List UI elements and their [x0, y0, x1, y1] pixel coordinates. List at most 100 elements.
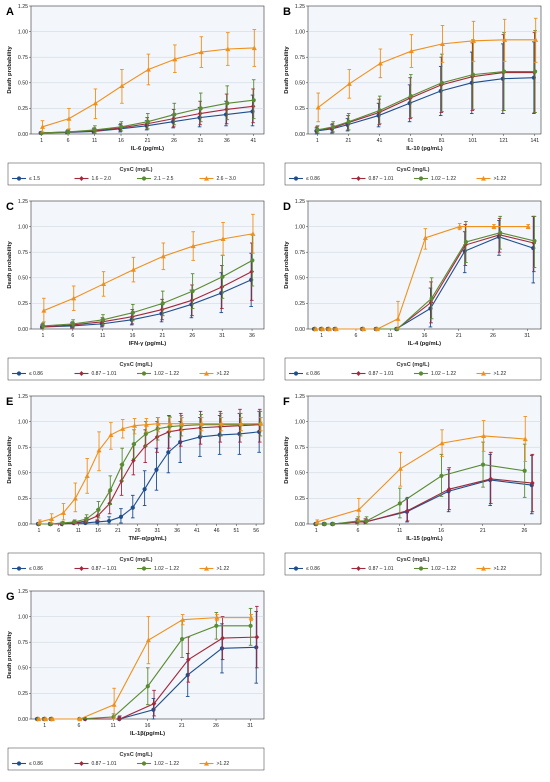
series-3: [315, 30, 538, 134]
data-point: [41, 323, 46, 329]
y-tick-label: 0.50: [18, 81, 28, 87]
x-tick-label: 11: [76, 528, 81, 534]
series-2: [36, 408, 263, 527]
x-axis-label: IFN-γ (pg/mL): [129, 341, 166, 347]
data-point: [106, 518, 112, 524]
legend-swatch-marker: [356, 176, 361, 181]
data-point: [101, 281, 107, 287]
legend-title: CysC (mg/L): [120, 362, 153, 368]
data-point: [224, 106, 229, 112]
data-point: [315, 104, 321, 110]
y-tick-label: 0.25: [295, 496, 305, 502]
data-point: [214, 623, 219, 628]
legend-swatch-marker: [79, 176, 84, 181]
y-tick-label: 0.50: [18, 276, 28, 282]
data-point: [160, 253, 166, 259]
y-tick-label: 0.25: [295, 106, 305, 112]
y-tick-label: 1.25: [18, 394, 28, 400]
y-tick-label: 1.00: [295, 224, 305, 230]
data-point: [364, 518, 369, 524]
legend: CysC (mg/L) ≤ 0.86 0.87 – 1.01 1.02 – 1.22 >…: [284, 162, 542, 186]
y-tick-label: 0.75: [18, 55, 28, 61]
legend-swatch-marker: [204, 565, 209, 571]
data-point: [197, 111, 203, 117]
legend-entry-label: 2.1 – 2.5: [154, 176, 174, 182]
series-line: [43, 233, 254, 312]
data-point: [395, 316, 401, 321]
data-point: [254, 634, 260, 640]
data-point: [66, 116, 72, 121]
chart-panel-g: G0.000.250.500.751.001.251 6 11 16 21 26 31IL-…: [6, 589, 265, 771]
legend-entry-label: 0.87 – 1.01: [92, 761, 117, 767]
data-point: [250, 103, 256, 109]
legend-swatch-marker: [204, 175, 209, 181]
y-tick-label: 0.75: [18, 250, 28, 256]
data-point: [111, 702, 117, 707]
legend-entry-label: ≤ 0.86: [306, 176, 320, 182]
legend-entry-label: ≤ 0.86: [29, 761, 43, 767]
data-point: [159, 307, 165, 313]
legend-swatch-marker: [481, 565, 486, 571]
panel-label: E: [6, 396, 13, 408]
data-point: [39, 124, 45, 129]
y-tick-label: 0.75: [295, 250, 305, 256]
data-point: [119, 124, 124, 129]
series-4: [315, 17, 539, 123]
x-tick-label: 31: [524, 333, 530, 339]
data-point: [198, 106, 203, 111]
plot-area: [30, 395, 265, 525]
x-tick-label: 11: [388, 333, 393, 339]
legend-title: CysC (mg/L): [120, 752, 153, 758]
data-point: [143, 422, 149, 427]
data-point: [471, 38, 477, 43]
data-point: [142, 487, 147, 492]
data-point: [72, 519, 77, 525]
data-point: [41, 307, 47, 313]
series-4: [39, 29, 257, 133]
y-axis-label: Death probability: [284, 241, 290, 289]
data-point: [320, 326, 326, 332]
x-axis-label: IL-15 (pg/mL): [406, 536, 442, 542]
legend-entry-label: 1.6 – 2.0: [92, 176, 112, 182]
x-tick-label: 26: [213, 723, 219, 729]
x-tick-label: 1: [42, 333, 45, 339]
legend-swatch-marker: [418, 566, 424, 571]
data-point: [220, 236, 226, 241]
legend-swatch-marker: [293, 176, 299, 181]
legend-swatch-marker: [481, 175, 486, 181]
panel-label: C: [6, 201, 14, 213]
y-tick-label: 0.00: [295, 522, 305, 528]
data-point: [446, 486, 452, 492]
legend-entry-label: 0.87 – 1.01: [369, 176, 394, 182]
legend-entry-label: 1.02 – 1.22: [431, 176, 456, 182]
legend-swatch-marker: [481, 370, 486, 376]
legend-entry-label: >1.22: [217, 761, 230, 767]
x-tick-label: 21: [145, 138, 151, 144]
legend-swatch-marker: [16, 761, 22, 766]
data-point: [238, 421, 244, 426]
data-point: [488, 476, 494, 482]
y-tick-label: 1.00: [295, 419, 305, 425]
data-point: [322, 521, 328, 527]
data-point: [522, 468, 527, 473]
data-point: [160, 301, 165, 306]
y-tick-label: 0.00: [18, 717, 28, 723]
data-point: [346, 119, 351, 124]
legend-entry-label: ≤ 1.5: [29, 176, 40, 182]
y-tick-label: 1.25: [18, 4, 28, 10]
series-4: [36, 614, 254, 722]
x-tick-label: 101: [468, 138, 477, 144]
y-axis-label: Death probability: [284, 46, 290, 94]
legend-box: [284, 357, 542, 381]
data-point: [95, 513, 101, 519]
data-point: [84, 473, 90, 478]
data-point: [501, 69, 507, 74]
data-point: [250, 231, 256, 236]
data-point: [96, 447, 102, 453]
data-point: [491, 224, 497, 229]
y-tick-label: 0.25: [18, 106, 28, 112]
x-tick-label: 31: [198, 138, 204, 144]
data-point: [145, 119, 150, 124]
legend-swatch-marker: [16, 566, 22, 571]
y-tick-label: 0.25: [18, 691, 28, 697]
